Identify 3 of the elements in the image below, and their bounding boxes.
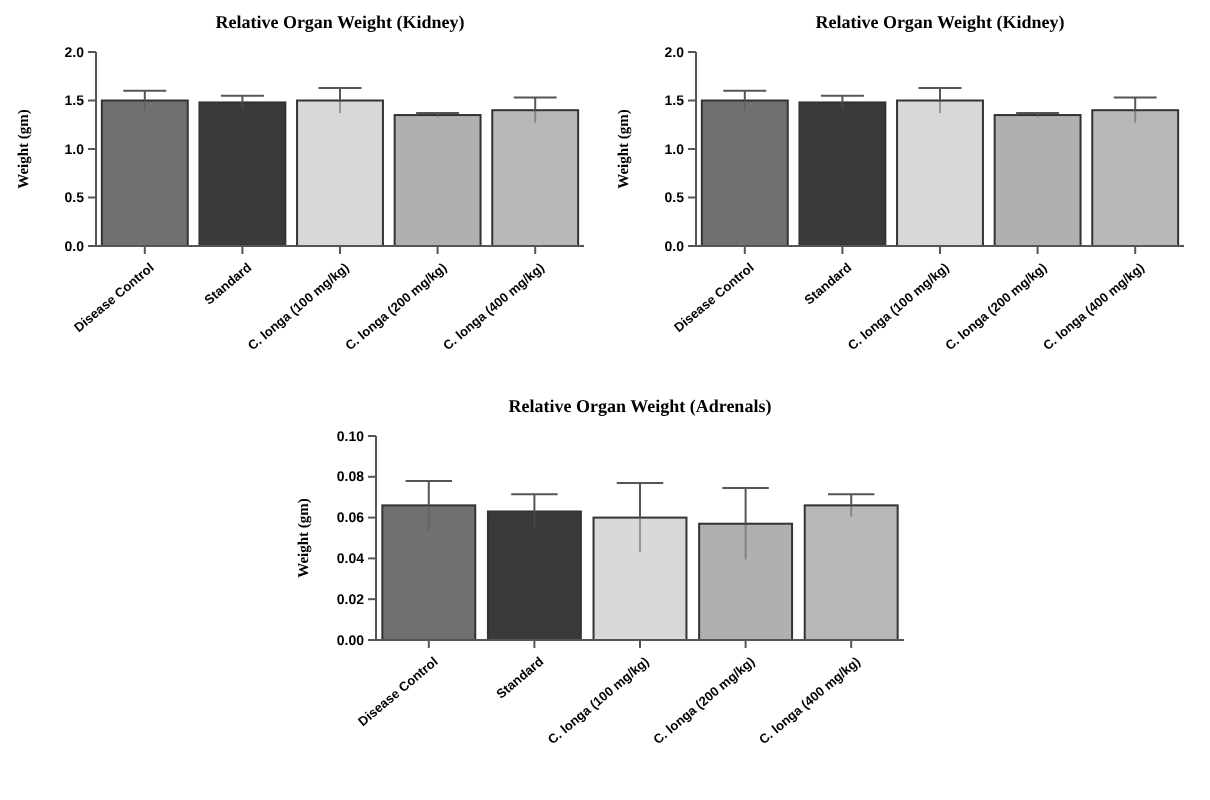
chart-title: Relative Organ Weight (Kidney): [815, 12, 1065, 32]
chart-title: Relative Organ Weight (Adrenals): [508, 396, 772, 416]
chart-title: Relative Organ Weight (Kidney): [215, 12, 465, 32]
